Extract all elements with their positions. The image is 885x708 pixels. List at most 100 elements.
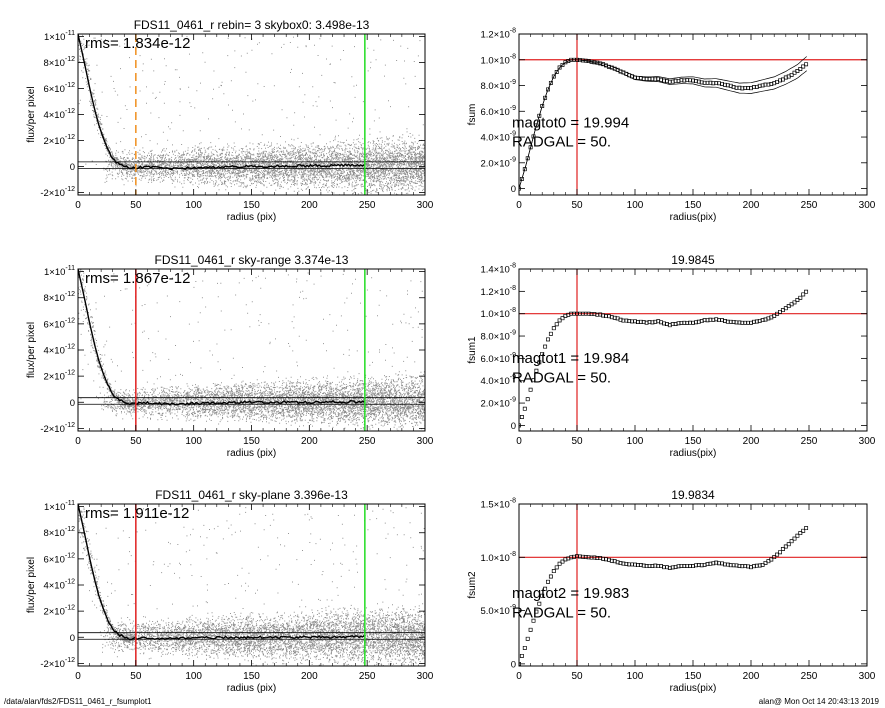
x-tick-label: 250 — [801, 436, 818, 447]
timestamp-footer: alan@ Mon Oct 14 20:43:13 2019 — [758, 697, 879, 706]
x-tick-label: 150 — [243, 436, 260, 447]
x-tick-label: 50 — [571, 436, 583, 447]
x-tick-label: 0 — [516, 671, 522, 682]
y-tick-label: -2×10-12 — [40, 657, 75, 670]
y-tick-label: 2×10-12 — [43, 370, 75, 383]
plot-area — [519, 34, 867, 195]
y-tick-label: 1.5×10-8 — [480, 498, 516, 511]
file-path-footer: /data/alan/fds2/FDS11_0461_r_fsumplot1 — [4, 697, 152, 706]
radial-profile-line — [78, 34, 365, 171]
y-tick-label: 4.0×10-9 — [480, 131, 516, 144]
y-tick-label: 2.0×10-9 — [480, 156, 516, 169]
chart-title: 19.9845 — [671, 253, 715, 267]
x-tick-label: 250 — [359, 436, 376, 447]
radgal-label: RADGAL = 50. — [512, 369, 611, 386]
plot-area — [519, 504, 867, 666]
x-tick-label: 0 — [516, 436, 522, 447]
x-tick-label: 300 — [859, 671, 876, 682]
y-tick-label: -2×10-12 — [40, 186, 75, 199]
chart-panel-1: rms= 1.834e-12 0 50 100 150 200 250 300 -2×10-12… — [26, 18, 434, 223]
x-tick-label: 200 — [743, 671, 760, 682]
plot-area — [519, 269, 867, 431]
y-tick-label: 0 — [511, 421, 516, 432]
chart-panel-6: magtot2 = 19.983 RADGAL = 50. 0 50 100 150 200… — [467, 488, 876, 694]
x-tick-label: 150 — [685, 200, 702, 211]
rms-label: rms= 1.834e-12 — [85, 35, 190, 52]
x-axis-label: radius(pix) — [670, 683, 717, 694]
y-tick-label: 1.4×10-8 — [480, 263, 516, 276]
x-axis-label: radius(pix) — [670, 448, 717, 459]
y-axis-label: flux/per pixel — [26, 557, 37, 613]
y-tick-label: 6×10-12 — [43, 552, 75, 565]
y-tick-label: 8×10-12 — [43, 526, 75, 539]
y-tick-label: 6×10-12 — [43, 317, 75, 330]
cumulative-flux-markers — [519, 57, 809, 191]
magtot-label: magtot1 = 19.984 — [512, 350, 629, 367]
y-tick-label: 0 — [511, 184, 516, 195]
y-tick-label: 0 — [70, 162, 75, 173]
x-tick-label: 150 — [243, 671, 260, 682]
x-tick-label: 50 — [130, 200, 142, 211]
x-tick-label: 250 — [359, 200, 376, 211]
y-axis-label: fsum — [467, 104, 478, 126]
x-tick-label: 150 — [243, 200, 260, 211]
cumulative-flux-markers — [519, 289, 809, 428]
y-tick-label: 1.2×10-8 — [480, 285, 516, 298]
y-tick-label: 1×10-11 — [44, 30, 75, 43]
y-tick-label: 1×10-11 — [44, 265, 75, 278]
x-axis-label: radius (pix) — [227, 448, 276, 459]
plot-area — [78, 34, 425, 195]
x-tick-label: 150 — [685, 436, 702, 447]
y-tick-label: 4×10-12 — [43, 344, 75, 357]
magtot-label: magtot0 = 19.994 — [512, 114, 629, 131]
radgal-label: RADGAL = 50. — [512, 134, 611, 151]
y-tick-label: 0 — [511, 659, 516, 670]
x-tick-label: 300 — [417, 436, 434, 447]
y-axis-label: fsum2 — [467, 571, 478, 599]
y-tick-label: 8×10-12 — [43, 56, 75, 69]
x-tick-label: 250 — [359, 671, 376, 682]
chart-panel-2: magtot0 = 19.994 RADGAL = 50. 0 50 100 150 200… — [467, 28, 876, 224]
y-tick-label: 2×10-12 — [43, 134, 75, 147]
chart-title: FDS11_0461_r sky-range 3.374e-13 — [155, 253, 349, 267]
x-tick-label: 300 — [417, 200, 434, 211]
y-tick-label: 6.0×10-9 — [480, 105, 516, 118]
y-axis-label: flux/per pixel — [26, 86, 37, 142]
plot-area — [78, 504, 425, 666]
radgal-label: RADGAL = 50. — [512, 604, 611, 621]
y-tick-label: 4.0×10-9 — [480, 374, 516, 387]
x-tick-label: 50 — [571, 200, 583, 211]
y-tick-label: 4×10-12 — [43, 108, 75, 121]
x-tick-label: 200 — [301, 436, 318, 447]
y-tick-label: 8.0×10-9 — [480, 330, 516, 343]
y-axis-label: flux/per pixel — [26, 322, 37, 378]
y-tick-label: 5.0×10-9 — [480, 604, 516, 617]
x-tick-label: 300 — [859, 200, 876, 211]
y-tick-label: 1.0×10-8 — [480, 53, 516, 66]
chart-title: FDS11_0461_r rebin= 3 skybox0: 3.498e-13 — [134, 18, 370, 32]
chart-title: FDS11_0461_r sky-plane 3.396e-13 — [155, 488, 348, 502]
y-tick-label: 6.0×10-9 — [480, 352, 516, 365]
x-tick-label: 0 — [75, 200, 81, 211]
chart-panel-4: magtot1 = 19.984 RADGAL = 50. 0 50 100 150 200… — [467, 253, 876, 459]
x-tick-label: 100 — [627, 436, 644, 447]
x-tick-label: 100 — [627, 671, 644, 682]
y-tick-label: 8×10-12 — [43, 291, 75, 304]
radial-profile-line — [78, 504, 365, 641]
y-tick-label: 2.0×10-9 — [480, 397, 516, 410]
x-tick-label: 250 — [801, 200, 818, 211]
y-tick-label: 4×10-12 — [43, 579, 75, 592]
x-tick-label: 200 — [301, 671, 318, 682]
chart-panel-5: rms= 1.911e-12 0 50 100 150 200 250 300 -2×10-12… — [26, 488, 434, 694]
x-axis-label: radius(pix) — [670, 212, 717, 223]
y-tick-label: 1.0×10-8 — [480, 307, 516, 320]
magtot-label: magtot2 = 19.983 — [512, 585, 629, 602]
plot-area — [78, 269, 425, 431]
x-tick-label: 250 — [801, 671, 818, 682]
x-tick-label: 0 — [75, 436, 81, 447]
x-tick-label: 50 — [130, 671, 142, 682]
x-tick-label: 100 — [185, 436, 202, 447]
x-tick-label: 50 — [130, 436, 142, 447]
x-tick-label: 300 — [417, 671, 434, 682]
y-tick-label: 1.0×10-8 — [480, 551, 516, 564]
